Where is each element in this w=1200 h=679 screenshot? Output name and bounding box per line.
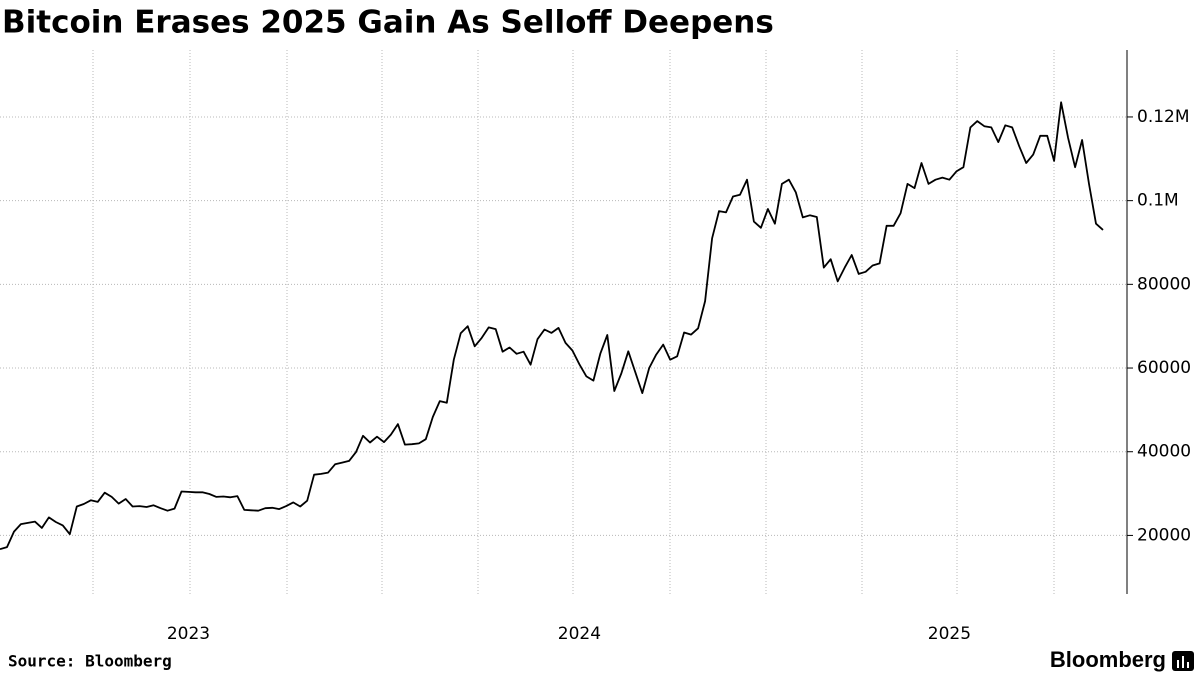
y-tick-label: 60000: [1137, 358, 1191, 378]
y-tick-label: 40000: [1137, 442, 1191, 462]
logo-icon: [1172, 651, 1194, 671]
source: Source: Bloomberg: [8, 652, 172, 671]
y-tick-label: 0.12M: [1137, 107, 1190, 127]
x-tick-label: 2024: [558, 624, 601, 644]
vertical-grid: [92, 50, 1055, 594]
chart-title: Bitcoin Erases 2025 Gain As Selloff Deep…: [2, 5, 774, 41]
y-tick-label: 80000: [1137, 274, 1191, 294]
x-tick-label: 2025: [928, 624, 971, 644]
y-tick-label: 0.1M: [1137, 191, 1179, 211]
x-tick-label: 2023: [167, 624, 210, 644]
logo: Bloomberg: [1050, 647, 1166, 672]
y-tick-label: 20000: [1137, 525, 1191, 545]
price-line: [0, 101, 1104, 551]
